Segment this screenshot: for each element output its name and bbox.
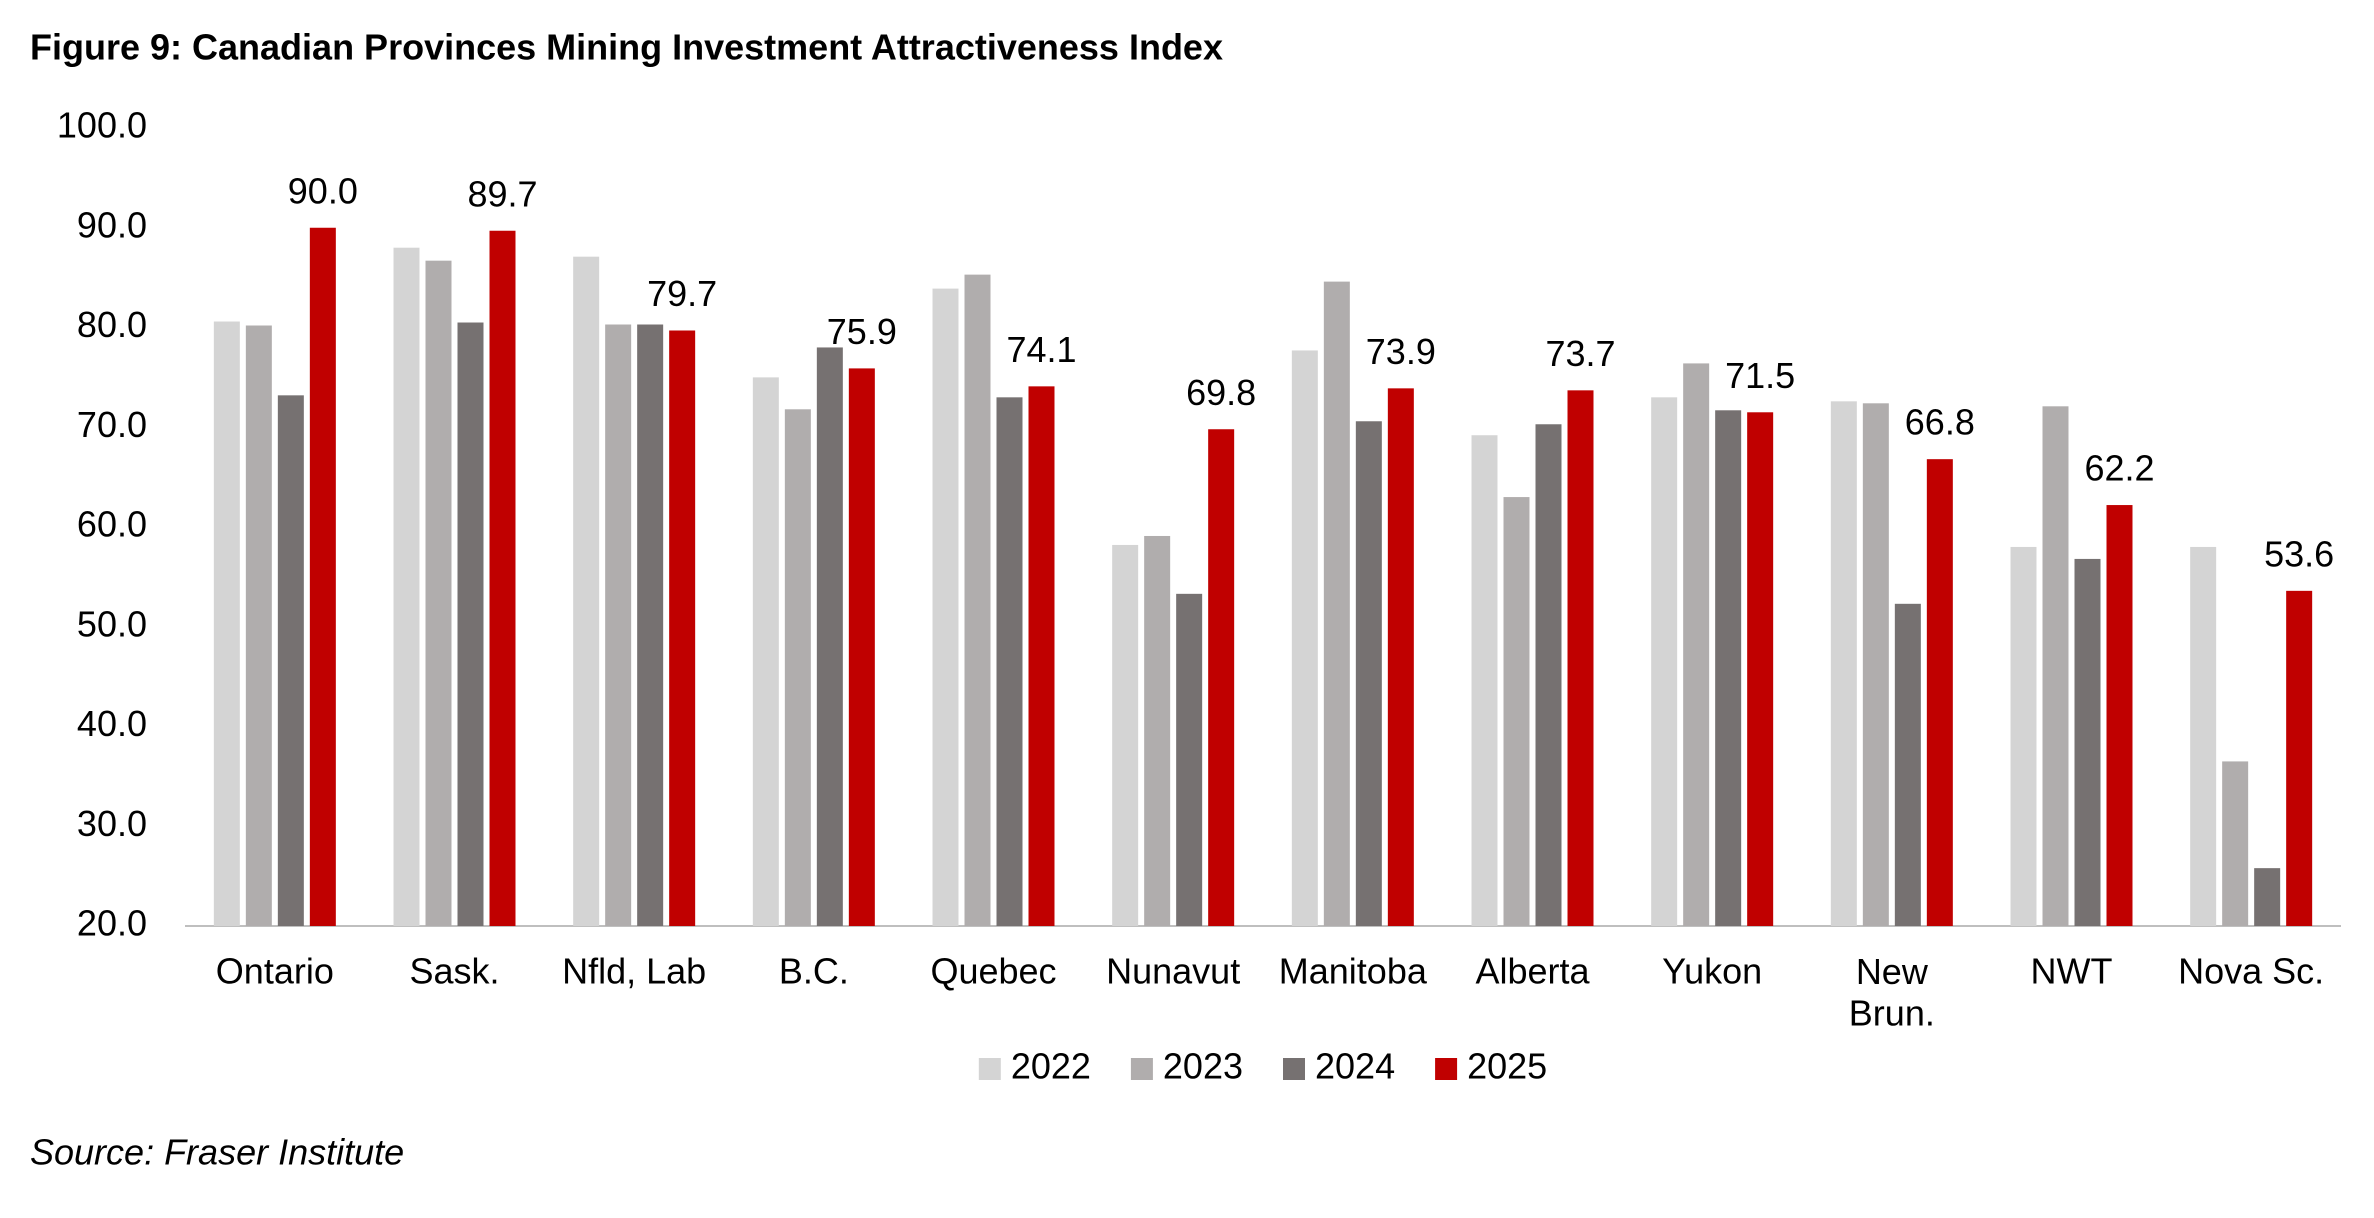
- data-label: 71.5: [1725, 355, 1795, 396]
- legend-label: 2022: [1011, 1046, 1091, 1087]
- y-tick-label: 50.0: [77, 603, 147, 644]
- bar: [1028, 386, 1055, 926]
- x-tick-label: NWT: [2031, 951, 2113, 992]
- bar: [1176, 593, 1203, 926]
- bar: [1567, 390, 1594, 926]
- y-tick-label: 90.0: [77, 204, 147, 245]
- bar: [932, 288, 959, 926]
- bar: [1894, 603, 1921, 926]
- bar: [245, 325, 272, 926]
- x-tick-label: Ontario: [216, 951, 334, 992]
- legend-label: 2024: [1315, 1046, 1395, 1087]
- bar: [1862, 403, 1889, 926]
- bar: [1144, 535, 1171, 926]
- x-tick-label: New Brun.: [1849, 951, 1935, 1033]
- y-tick-label: 100.0: [57, 105, 147, 146]
- x-tick-label: Sask.: [409, 951, 499, 992]
- data-label: 73.9: [1366, 331, 1436, 372]
- x-tick-label: Alberta: [1475, 951, 1590, 992]
- data-label: 79.7: [647, 273, 717, 314]
- bar: [1387, 388, 1414, 926]
- y-tick-label: 70.0: [77, 404, 147, 445]
- bar: [1715, 410, 1742, 927]
- bar: [1208, 429, 1235, 926]
- bar: [277, 395, 304, 927]
- bar: [964, 274, 991, 926]
- bar: [816, 347, 843, 926]
- data-label: 90.0: [288, 170, 358, 211]
- bar: [1291, 350, 1318, 926]
- bar: [1503, 497, 1530, 926]
- data-label: 66.8: [1905, 402, 1975, 443]
- x-tick-label: Nunavut: [1106, 951, 1240, 992]
- legend-swatch: [1283, 1058, 1305, 1080]
- legend-swatch: [1435, 1058, 1458, 1080]
- data-label: 73.7: [1545, 333, 1615, 374]
- x-tick-label: B.C.: [779, 951, 849, 992]
- bar: [996, 397, 1023, 926]
- bar: [213, 321, 240, 926]
- bar: [1683, 363, 1710, 926]
- bar: [848, 368, 875, 927]
- bar: [309, 227, 336, 926]
- bar: [1471, 435, 1498, 926]
- x-tick-label: Nova Sc.: [2178, 951, 2324, 992]
- x-tick-label: Nfld, Lab: [562, 951, 706, 992]
- bar: [2074, 558, 2101, 926]
- x-tick-label: Yukon: [1662, 951, 1762, 992]
- bar: [393, 247, 420, 926]
- bar: [1830, 401, 1857, 926]
- x-tick-label: Quebec: [930, 951, 1056, 992]
- data-label: 53.6: [2264, 533, 2334, 574]
- bar: [2190, 546, 2217, 926]
- bar: [752, 377, 779, 926]
- y-tick-label: 40.0: [77, 703, 147, 744]
- legend-swatch: [1130, 1058, 1153, 1080]
- bar: [2286, 590, 2313, 926]
- bar: [1926, 459, 1953, 926]
- bar: [605, 324, 632, 926]
- bar: [1535, 424, 1562, 926]
- bar: [489, 230, 516, 926]
- bar: [1323, 281, 1350, 926]
- bar: [784, 409, 811, 926]
- bar: [2106, 505, 2133, 926]
- data-label: 75.9: [827, 311, 897, 352]
- bar: [573, 256, 600, 926]
- data-label: 74.1: [1006, 329, 1076, 370]
- bar: [637, 324, 664, 926]
- data-label: 89.7: [467, 173, 537, 214]
- x-tick-label: Manitoba: [1279, 951, 1428, 992]
- data-label: 62.2: [2084, 448, 2154, 489]
- source-note: Source: Fraser Institute: [30, 1132, 404, 1173]
- legend-label: 2025: [1467, 1046, 1547, 1087]
- legend-swatch: [978, 1058, 1001, 1080]
- bar: [1651, 397, 1678, 926]
- y-tick-label: 20.0: [77, 903, 147, 944]
- bar: [2010, 546, 2037, 926]
- bar: [425, 260, 452, 927]
- bar: [2042, 406, 2069, 926]
- data-label: 69.8: [1186, 372, 1256, 413]
- bar: [2254, 868, 2281, 926]
- bar: [457, 322, 484, 926]
- chart-title: Figure 9: Canadian Provinces Mining Inve…: [30, 27, 1223, 68]
- y-tick-label: 80.0: [77, 304, 147, 345]
- bar: [1747, 412, 1774, 927]
- bar: [2222, 761, 2249, 926]
- y-tick-label: 60.0: [77, 504, 147, 545]
- bar: [1112, 544, 1139, 926]
- bar: [669, 330, 696, 926]
- y-tick-label: 30.0: [77, 803, 147, 844]
- bar: [1355, 421, 1382, 926]
- legend-label: 2023: [1163, 1046, 1243, 1087]
